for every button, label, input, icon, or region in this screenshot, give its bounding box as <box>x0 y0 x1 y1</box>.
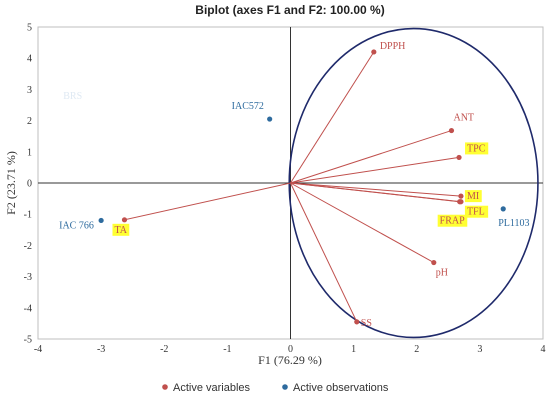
observations-layer: IAC572 IAC 766 PL1103 <box>59 101 529 231</box>
y-tick-label: -5 <box>24 335 32 346</box>
x-tick-label: 3 <box>477 344 482 355</box>
x-tick-label: 4 <box>541 344 546 355</box>
variable-point <box>448 127 455 134</box>
variable-label: SS <box>361 318 372 329</box>
legend-marker <box>162 384 168 390</box>
variable-label: ANT <box>453 113 474 124</box>
variable-label: TFL <box>467 207 485 218</box>
variable-label: pH <box>436 268 448 279</box>
y-tick-label: -2 <box>24 241 32 252</box>
observation-label: PL1103 <box>498 218 529 229</box>
variable-point <box>371 49 377 55</box>
x-tick-label: -3 <box>97 344 105 355</box>
x-tick-label: 2 <box>414 344 419 355</box>
y-tick-labels: -5 -4 -3 -2 -1 0 1 2 3 4 5 <box>24 23 32 346</box>
variable-label: DPPH <box>380 41 406 52</box>
y-tick-label: 4 <box>27 54 32 65</box>
variable-vector <box>290 156 460 184</box>
y-tick-label: -4 <box>24 303 32 314</box>
variable-label-highlight <box>464 190 482 203</box>
variable-vector <box>290 51 375 184</box>
y-tick-label: -1 <box>24 210 32 221</box>
x-tick-labels: -4 -3 -2 -1 0 1 2 3 4 <box>34 344 546 355</box>
variable-point <box>457 199 463 205</box>
legend-entry: Active variables <box>173 382 251 394</box>
y-tick-label: 3 <box>27 85 32 96</box>
variable-vector <box>290 182 435 263</box>
x-axis-label: F1 (76.29 %) <box>258 353 322 367</box>
observation-point <box>98 217 104 224</box>
variable-vector <box>290 182 460 203</box>
y-tick-label: -3 <box>24 272 32 283</box>
x-tick-label: -4 <box>34 344 42 355</box>
variable-point <box>456 154 462 161</box>
chart-title: Biplot (axes F1 and F2: 100.00 %) <box>195 3 384 17</box>
variable-label-highlight <box>112 223 130 236</box>
y-tick-label: 2 <box>27 116 32 127</box>
x-tick-label: 1 <box>351 344 356 355</box>
legend: Active variables Active observations <box>162 382 389 394</box>
x-tick-label: -1 <box>223 344 231 355</box>
variable-vector <box>290 182 461 197</box>
y-tick-label: 5 <box>27 23 32 34</box>
variable-point <box>431 259 437 266</box>
variable-point <box>121 217 128 223</box>
variable-point <box>458 193 464 199</box>
observation-point <box>500 206 506 212</box>
x-tick-label: 0 <box>288 344 293 355</box>
variable-label-highlight <box>464 205 489 218</box>
legend-entry: Active observations <box>293 382 389 394</box>
variable-label: TPC <box>467 143 486 154</box>
variable-label: FRAP <box>440 216 465 227</box>
y-tick-label: 1 <box>27 147 32 158</box>
observation-label: IAC572 <box>232 101 264 112</box>
legend-marker <box>282 384 288 390</box>
variable-label-highlight <box>465 142 489 155</box>
variable-label: MI <box>467 191 479 202</box>
variable-label: TA <box>114 225 127 236</box>
faint-label: BRS <box>63 91 82 102</box>
y-axis-label: F2 (23.71 %) <box>4 151 18 215</box>
variable-vector <box>124 182 291 221</box>
x-tick-label: -2 <box>160 344 168 355</box>
variable-label-highlight <box>437 214 468 227</box>
variable-point <box>354 319 360 325</box>
observation-point <box>267 116 273 122</box>
y-tick-label: 0 <box>27 179 32 190</box>
observation-label: IAC 766 <box>59 220 94 231</box>
faint-labels-layer: BRS <box>63 91 82 102</box>
variable-vector <box>290 182 358 323</box>
variable-vector <box>290 130 452 184</box>
